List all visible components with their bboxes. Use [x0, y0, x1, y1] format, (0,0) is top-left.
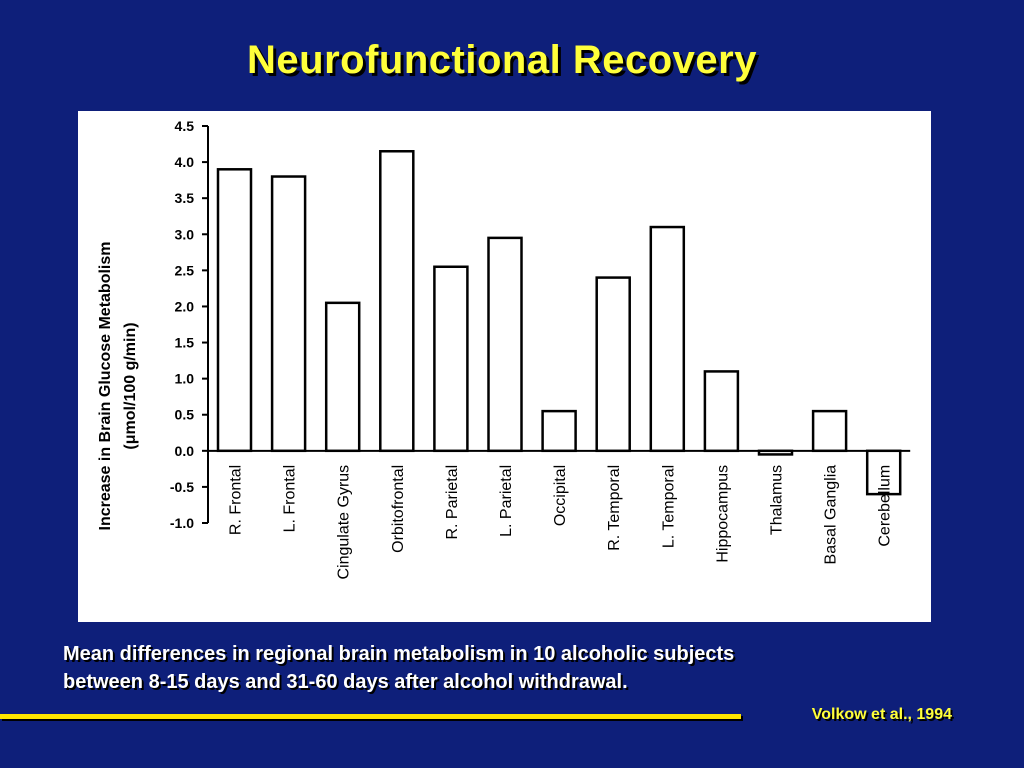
y-tick-label: 3.5: [175, 190, 195, 206]
bar: [649, 225, 686, 453]
chart-panel: Increase in Brain Glucose Metabolism (μm…: [78, 111, 931, 622]
citation: Volkow et al., 1994: [811, 706, 952, 723]
x-tick-label: L. Parietal: [498, 465, 515, 537]
bar: [379, 150, 415, 453]
x-tick-label: R. Frontal: [228, 465, 245, 535]
bar: [757, 449, 794, 456]
bar: [324, 301, 361, 453]
bar: [541, 409, 577, 453]
bar: [595, 276, 631, 453]
y-axis: 4.5 4.0 3.5 3.0 2.5 2.0 1.5 1.0 0.5 0.0 -0.5 -1.0: [170, 118, 209, 531]
y-tick-label: 0.5: [175, 407, 195, 423]
y-tick-label: -1.0: [170, 515, 194, 531]
bar: [216, 168, 253, 453]
caption-line-2: between 8-15 days and 31-60 days after a…: [63, 671, 628, 693]
bar: [865, 449, 902, 496]
x-tick-label: Thalamus: [769, 465, 786, 535]
bar: [811, 409, 848, 453]
y-axis-label: Increase in Brain Glucose Metabolism (μm…: [97, 242, 139, 531]
x-tick-label: Orbitofrontal: [390, 465, 407, 553]
bar: [270, 175, 307, 453]
y-tick-label: 4.0: [175, 154, 195, 170]
x-tick-label: Occipital: [552, 465, 569, 526]
x-tick-label: Basal Ganglia: [823, 465, 840, 565]
y-tick-label: 1.0: [175, 371, 195, 387]
y-tick-label: 0.0: [175, 443, 195, 459]
bar-chart: Increase in Brain Glucose Metabolism (μm…: [97, 118, 911, 580]
x-tick-label: Cerebellum: [877, 465, 894, 547]
bar: [487, 236, 523, 453]
x-tick-label: R. Parietal: [444, 465, 461, 540]
slide-title: Neurofunctional Recovery: [247, 38, 757, 82]
y-tick-label: 3.0: [175, 226, 195, 242]
caption: Mean differences in regional brain metab…: [63, 640, 983, 696]
divider-rule: [0, 714, 741, 719]
y-tick-label: 1.5: [175, 335, 195, 351]
y-axis-label-line1: Increase in Brain Glucose Metabolism: [97, 242, 114, 531]
x-tick-label: Cingulate Gyrus: [336, 465, 353, 580]
x-tick-label: L. Temporal: [660, 465, 677, 548]
caption-line-1: Mean differences in regional brain metab…: [63, 643, 735, 665]
y-tick-label: 2.5: [175, 262, 195, 278]
x-axis-labels: R. Frontal L. Frontal Cingulate Gyrus Orbit…: [228, 465, 894, 580]
y-tick-label: 2.0: [175, 298, 195, 314]
y-tick-label: 4.5: [175, 118, 195, 134]
y-tick-label: -0.5: [170, 479, 194, 495]
bars: [208, 150, 911, 496]
x-tick-label: R. Temporal: [606, 465, 623, 551]
bar: [703, 370, 740, 453]
x-tick-label: L. Frontal: [282, 465, 299, 533]
bar: [433, 265, 469, 453]
x-tick-label: Hippocampus: [714, 465, 731, 563]
y-axis-label-line2: (μmol/100 g/min): [122, 322, 139, 449]
